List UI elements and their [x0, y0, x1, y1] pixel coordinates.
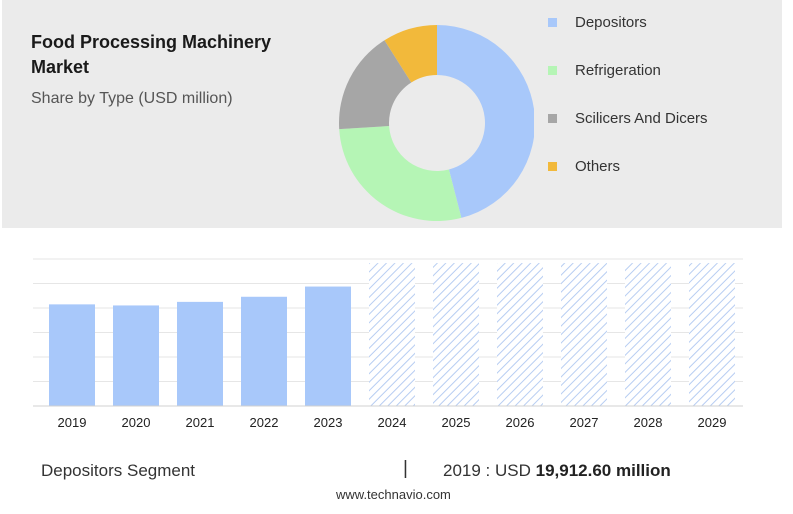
- x-tick-label: 2019: [58, 415, 87, 430]
- segment-label: Depositors Segment: [41, 461, 196, 480]
- bar-2019: [49, 304, 95, 406]
- x-tick-label: 2027: [570, 415, 599, 430]
- legend-swatch: [548, 162, 557, 171]
- source-link[interactable]: www.technavio.com: [336, 487, 451, 502]
- x-tick-label: 2021: [186, 415, 215, 430]
- donut-slice-scilicers-and-dicers: [339, 40, 412, 130]
- donut-slice-refrigeration: [339, 126, 462, 221]
- bar-2022: [241, 296, 287, 406]
- legend-label: Depositors: [575, 14, 647, 31]
- x-tick-label: 2025: [442, 415, 471, 430]
- x-tick-label: 2020: [122, 415, 151, 430]
- value-prefix: 2019 : USD: [443, 461, 531, 480]
- chart-title: Food Processing Machinery Market: [31, 32, 272, 77]
- x-tick-label: 2022: [250, 415, 279, 430]
- legend-swatch: [548, 114, 557, 123]
- x-tick-label: 2023: [314, 415, 343, 430]
- donut-chart: [339, 25, 534, 221]
- forecast-bar-2028: [625, 263, 671, 406]
- forecast-bar-2024: [369, 263, 415, 406]
- value-amount: 19,912.60 million: [535, 461, 671, 480]
- legend-swatch: [548, 18, 557, 27]
- forecast-bar-2029: [689, 263, 735, 406]
- x-tick-label: 2024: [378, 415, 407, 430]
- forecast-bar-2025: [433, 263, 479, 406]
- forecast-bar-2027: [561, 263, 607, 406]
- bar-2023: [305, 286, 351, 406]
- bar-chart: 2019 2020 2021 2022 2023 2024 2025 2026 2027 2028…: [33, 258, 743, 430]
- footer-separator: |: [403, 458, 408, 479]
- legend-label: Others: [575, 158, 621, 175]
- x-tick-label: 2029: [698, 415, 727, 430]
- bar-2020: [113, 305, 159, 406]
- bar-2021: [177, 301, 223, 406]
- forecast-bar-2026: [497, 263, 543, 406]
- legend-swatch: [548, 66, 557, 75]
- legend-label: Scilicers And Dicers: [575, 110, 708, 127]
- legend-label: Refrigeration: [575, 62, 661, 79]
- donut-slice-depositors: [437, 25, 534, 218]
- segment-value: 2019 : USD 19,912.60 million: [443, 461, 671, 481]
- x-tick-label: 2026: [506, 415, 535, 430]
- donut-slice-others: [384, 25, 437, 83]
- x-tick-label: 2028: [634, 415, 663, 430]
- chart-subtitle: Share by Type (USD million): [31, 90, 233, 107]
